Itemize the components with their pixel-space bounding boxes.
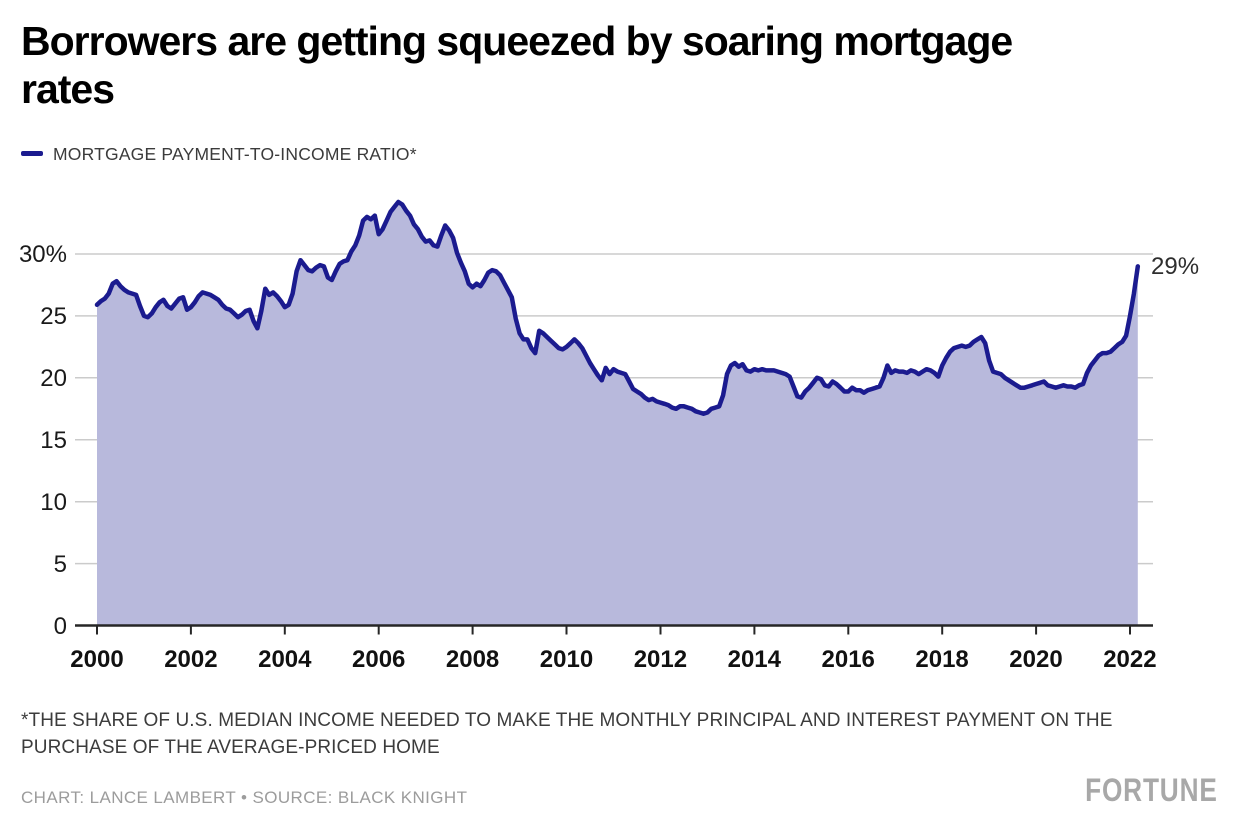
credit-line: CHART: LANCE LAMBERT • SOURCE: BLACK KNI… — [21, 788, 468, 807]
x-tick-label: 2000 — [70, 646, 123, 673]
legend-line-swatch — [21, 151, 43, 156]
page-title-line1: Borrowers are getting squeezed by soarin… — [21, 18, 1013, 64]
y-tick-label: 10 — [40, 489, 67, 516]
x-tick-label: 2012 — [634, 646, 687, 673]
ratio-line — [94, 199, 1141, 416]
x-tick-label: 2006 — [352, 646, 405, 673]
legend-label: MORTGAGE PAYMENT-TO-INCOME RATIO* — [53, 144, 417, 164]
y-tick-label: 5 — [54, 551, 67, 578]
x-axis-labels: 2000 2002 2004 2006 2008 2010 2012 2014 … — [70, 646, 1156, 673]
chart-svg: 30% 25 20 15 10 5 0 2000 2002 2004 2006 … — [19, 199, 1199, 673]
x-tick-label: 2018 — [915, 646, 968, 673]
page-title: Borrowers are getting squeezed by soarin… — [21, 18, 1191, 114]
y-tick-label: 25 — [40, 303, 67, 330]
x-axis-ticks — [96, 625, 1131, 635]
series-end-value-label: 29% — [1151, 253, 1199, 280]
x-tick-label: 2008 — [446, 646, 499, 673]
y-tick-label: 15 — [40, 427, 67, 454]
fortune-logo: FORTUNE — [1085, 772, 1218, 808]
x-tick-label: 2016 — [822, 646, 875, 673]
chart-series — [94, 199, 1141, 626]
x-tick-label: 2010 — [540, 646, 593, 673]
y-axis-labels: 30% 25 20 15 10 5 0 — [19, 241, 67, 640]
page-title-line2: rates — [21, 65, 115, 112]
x-tick-label: 2002 — [164, 646, 217, 673]
x-tick-label: 2020 — [1009, 646, 1062, 673]
y-tick-label: 20 — [40, 365, 67, 392]
y-tick-label: 30% — [19, 241, 67, 268]
footnote: *THE SHARE OF U.S. MEDIAN INCOME NEEDED … — [21, 710, 1113, 758]
legend: MORTGAGE PAYMENT-TO-INCOME RATIO* — [21, 144, 417, 165]
x-tick-label: 2022 — [1103, 646, 1156, 673]
x-tick-label: 2004 — [258, 646, 312, 673]
x-tick-label: 2014 — [728, 646, 782, 673]
ratio-area-fill — [97, 202, 1138, 626]
y-tick-label: 0 — [54, 613, 67, 640]
